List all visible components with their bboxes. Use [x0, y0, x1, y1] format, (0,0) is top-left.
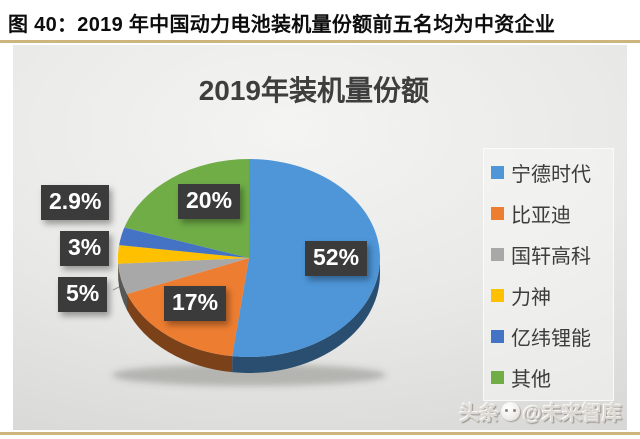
pie-label-catl: 52% [305, 241, 368, 276]
legend-marker [491, 330, 504, 343]
figure-caption: 图 40：2019 年中国动力电池装机量份额前五名均为中资企业 [8, 14, 556, 36]
pie-chart [112, 159, 386, 386]
legend-label: 其他 [511, 369, 551, 391]
legend-item-catl: 宁德时代 [491, 159, 613, 186]
legend-marker [491, 248, 504, 261]
watermark-source: 头条 [459, 403, 500, 425]
pie-shadow [112, 364, 386, 386]
pie-label-byd: 17% [164, 286, 227, 321]
legend-label: 力神 [511, 287, 551, 309]
legend-marker [491, 166, 504, 179]
toutiao-logo-icon [501, 402, 521, 421]
watermark-handle: @未来智库 [522, 403, 622, 425]
chart-area: 2019年装机量份额 52% 17% 5% 3% 2.9% 20% 宁德时代 [13, 45, 627, 430]
top-rule [0, 40, 640, 43]
bottom-rule [0, 432, 640, 435]
legend-label: 比亚迪 [511, 205, 571, 227]
legend-label: 亿纬锂能 [511, 328, 591, 350]
legend-item-byd: 比亚迪 [491, 200, 613, 227]
chart-title: 2019年装机量份额 [198, 75, 430, 106]
legend-marker [491, 289, 504, 302]
legend-marker [491, 207, 504, 220]
legend-marker [491, 371, 504, 384]
pie-label-lishen: 3% [60, 231, 110, 266]
legend-label: 宁德时代 [511, 164, 591, 186]
pie-label-eve: 2.9% [41, 185, 110, 220]
legend-label: 国轩高科 [511, 246, 591, 268]
legend-item-eve: 亿纬锂能 [491, 323, 613, 350]
legend-item-others: 其他 [491, 364, 613, 391]
legend-item-guoxuan: 国轩高科 [491, 241, 613, 268]
pie-label-others: 20% [178, 184, 241, 219]
legend-item-lishen: 力神 [491, 282, 613, 309]
pie-label-guoxuan: 5% [58, 277, 108, 312]
watermark: 头条 @未来智库 [459, 397, 622, 426]
legend: 宁德时代 比亚迪 国轩高科 力神 亿纬锂能 其他 [483, 148, 614, 401]
